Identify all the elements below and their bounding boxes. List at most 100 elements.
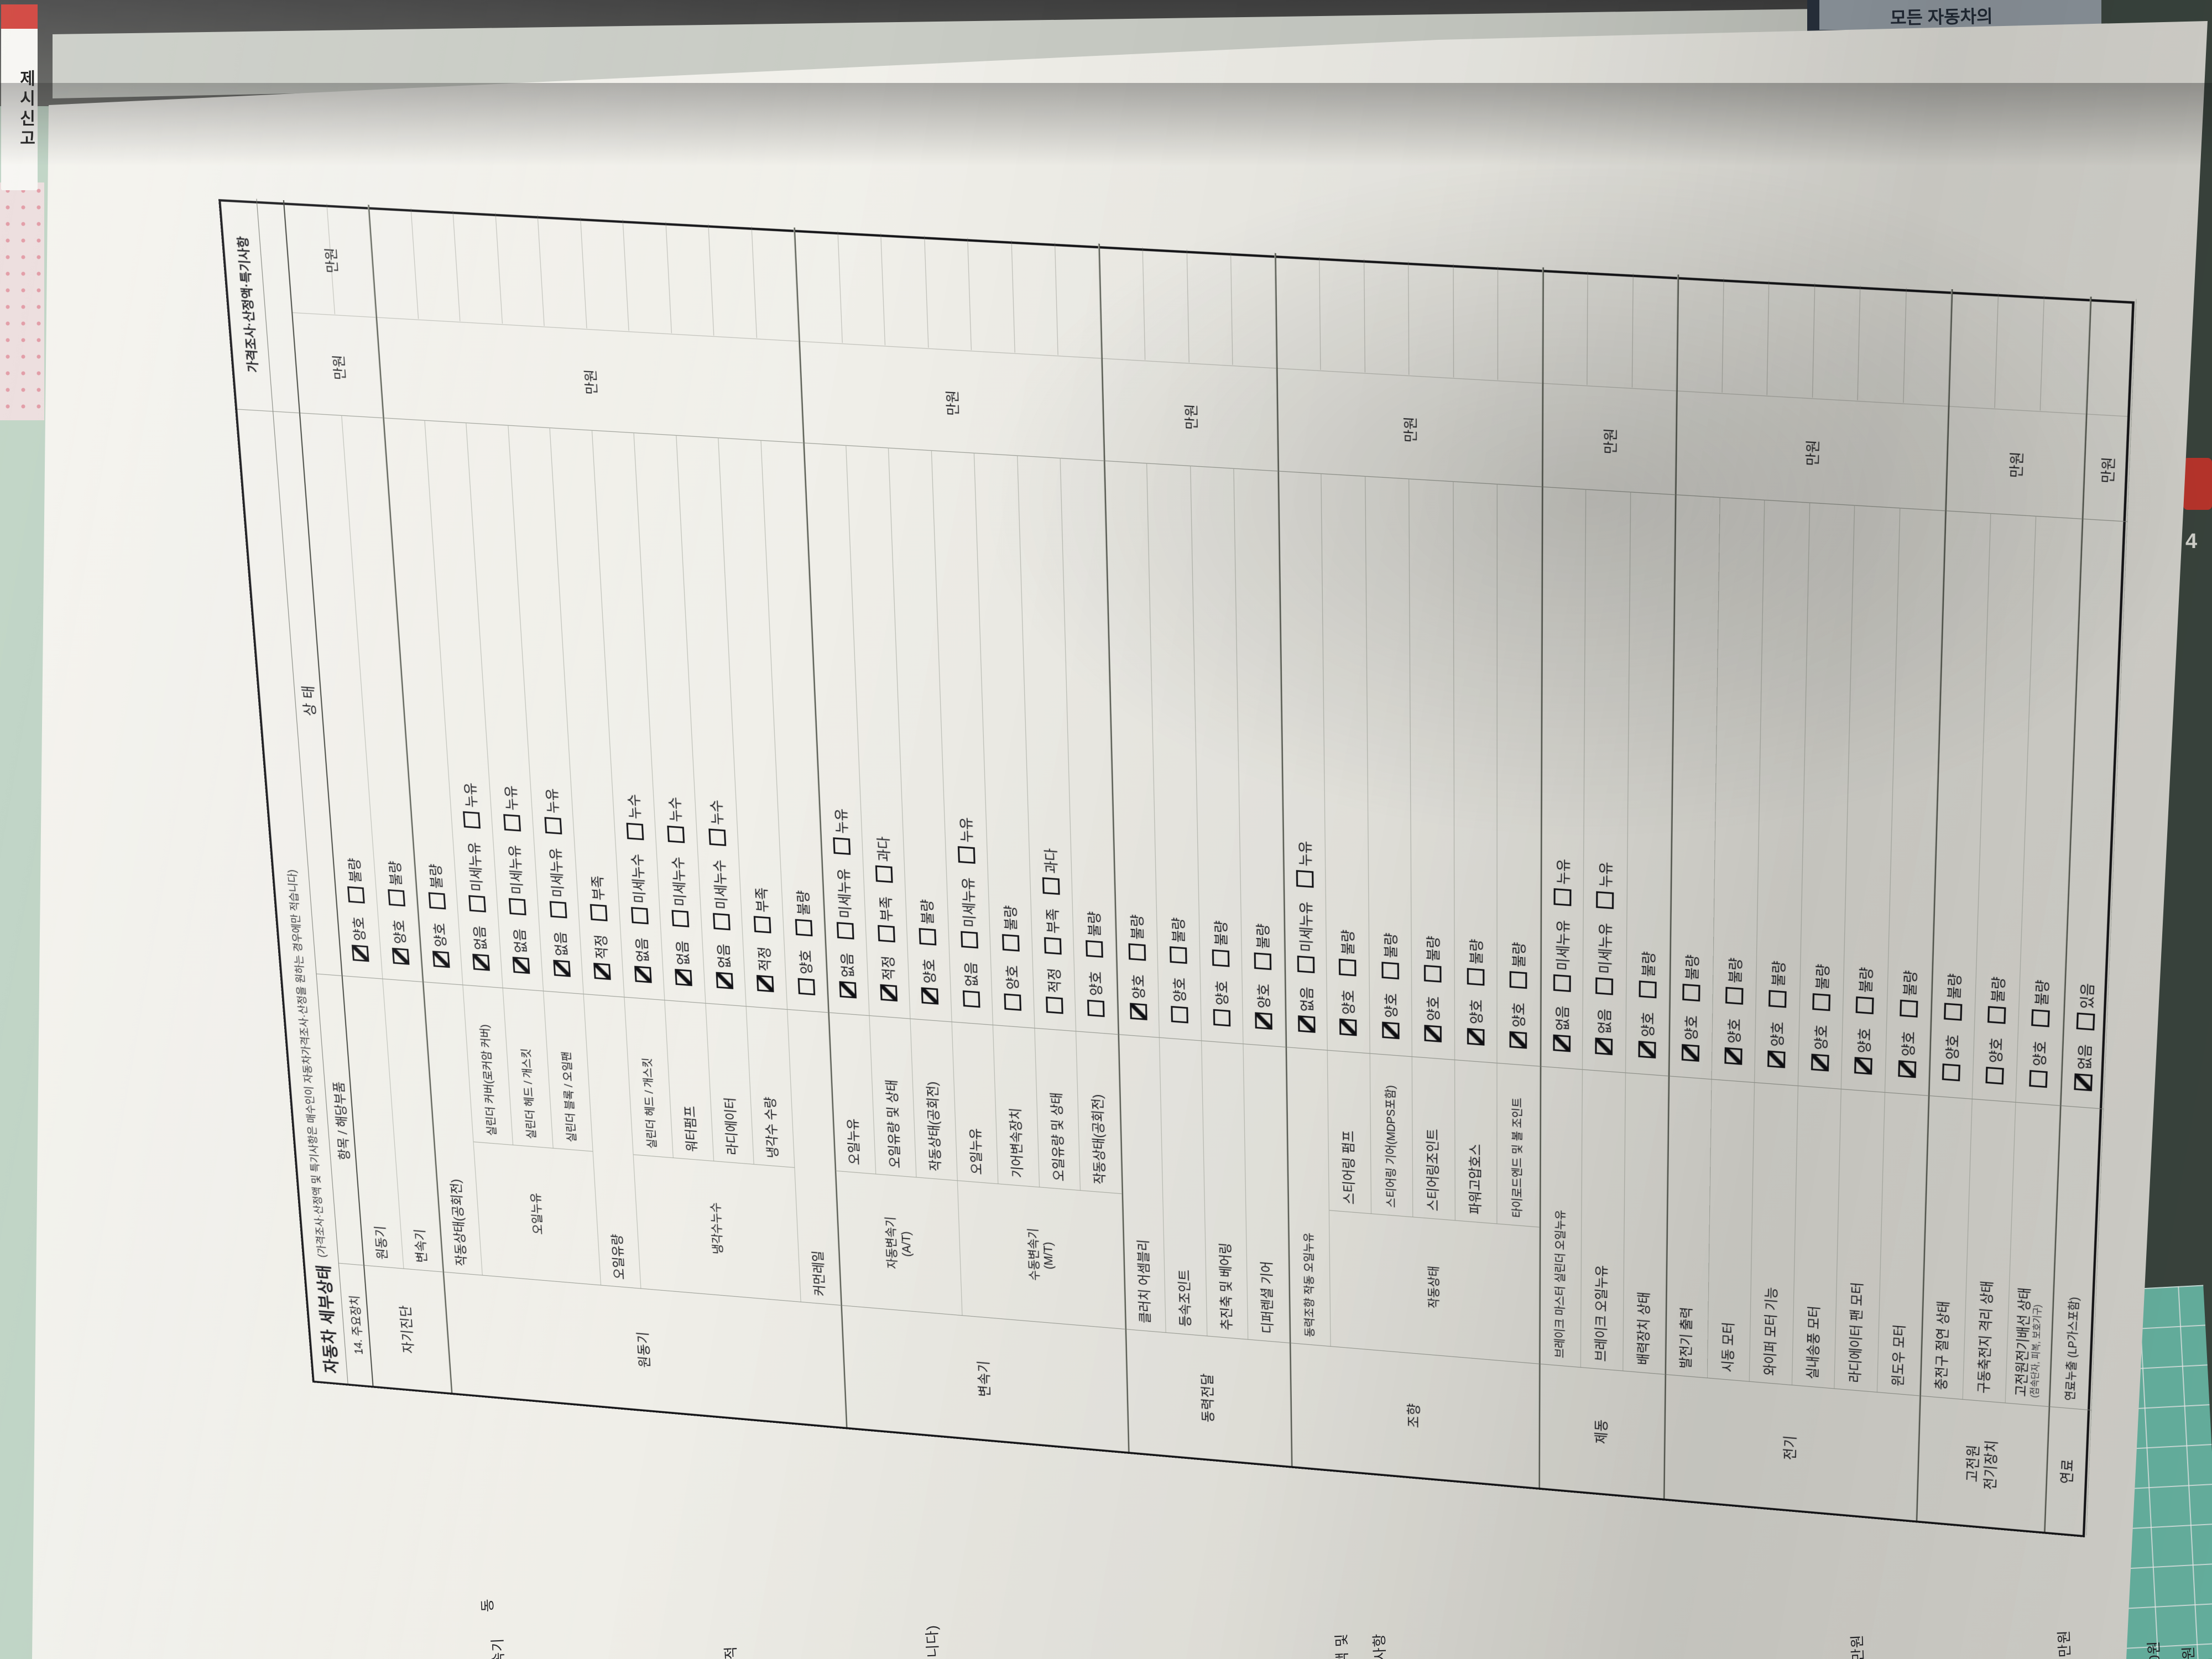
item-cell: 발전기 출력 <box>1665 1076 1712 1378</box>
checkbox-empty <box>1509 971 1527 989</box>
state-cell: 없음 미세누유 누유 <box>1582 489 1631 1073</box>
checkbox-empty <box>1045 997 1063 1014</box>
checkbox-checked <box>1724 1047 1743 1065</box>
checkbox-empty <box>1596 891 1614 909</box>
option-label: 양호 <box>921 958 939 984</box>
option-label: 불량 <box>1814 963 1832 990</box>
option-적정: 적정 <box>877 955 899 1002</box>
item-label: 오일누유 <box>968 1127 985 1176</box>
state-cell: 없음 미세누유 누유 <box>1277 471 1328 1050</box>
option-label: 불량 <box>1129 914 1146 941</box>
checkbox-empty <box>797 978 815 995</box>
checkbox-empty <box>875 865 893 883</box>
option-label: 양호 <box>1770 1021 1787 1048</box>
checkbox-empty <box>503 814 521 832</box>
option-label: 불량 <box>1640 951 1658 978</box>
option-미세누유: 미세누유 <box>1551 919 1573 992</box>
option-양호: 양호 <box>1338 989 1359 1036</box>
red-logo-mark <box>2183 458 2212 510</box>
option-label: 없음 <box>472 925 489 951</box>
option-부족: 부족 <box>1041 907 1063 955</box>
option-label: 불량 <box>919 899 937 925</box>
table-title: 자동차 세부상태 <box>314 1264 341 1374</box>
option-양호: 양호 <box>1380 992 1401 1040</box>
option-없음: 없음 <box>469 925 492 971</box>
checkbox-empty <box>1044 937 1062 955</box>
item-label: 작동상태(공회전) <box>448 1178 470 1267</box>
item-cell: 실내송풍 모터 <box>1792 1086 1841 1389</box>
option-없음: 없음 <box>960 961 982 1008</box>
checkbox-checked <box>675 969 693 987</box>
vehicle-detail-state-table: 자동차 세부상태 (가격조사·산정액 및 특기사항은 매수인이 자동차가격조사·… <box>218 197 2137 1537</box>
checkbox-empty <box>1212 949 1230 967</box>
item-label: 추진축 및 베어링 <box>1218 1242 1235 1331</box>
book-spine-title: 제시신고 <box>17 70 35 149</box>
checkbox-empty <box>1768 990 1787 1008</box>
checkbox-empty <box>1424 964 1442 983</box>
checkbox-empty <box>428 892 446 910</box>
item-cell: 기어변속장치 <box>993 1025 1040 1187</box>
option-불량: 불량 <box>1167 917 1189 964</box>
manwon-unit: 만원 <box>1183 403 1200 430</box>
option-없음: 없음 <box>509 928 532 974</box>
item-label: 스티어링 기어(MDPS포함) <box>1384 1084 1399 1208</box>
option-label: 누유 <box>1297 840 1314 867</box>
option-label: 없음 <box>552 931 570 957</box>
item-label: 실린더 커버(로커암 커버) <box>478 1024 499 1136</box>
checkbox-empty <box>387 889 405 907</box>
manwon-unit: 만원 <box>582 369 600 395</box>
checkbox-empty <box>1004 993 1022 1011</box>
checkbox-empty <box>833 837 851 855</box>
checkbox-empty <box>1254 952 1272 971</box>
option-미세누유: 미세누유 <box>545 847 569 919</box>
checkbox-checked <box>1509 1031 1527 1049</box>
option-label: 양호 <box>1214 980 1231 1006</box>
checkbox-checked <box>553 959 571 977</box>
item-label: 연료누출 (LP가스포함) <box>2064 1296 2081 1402</box>
checkbox-empty <box>2031 1009 2051 1027</box>
option-불량: 불량 <box>2030 979 2053 1027</box>
item-label: 원동기 <box>373 1225 390 1260</box>
option-불량: 불량 <box>1637 951 1658 999</box>
checkbox-checked <box>1297 1015 1316 1033</box>
item-cell: 브레이크 오일누유 <box>1580 1069 1626 1371</box>
state-cell: 없음 미세누유 누유 <box>1540 486 1587 1070</box>
option-누유: 누유 <box>955 816 977 864</box>
option-label: 부족 <box>590 875 607 901</box>
option-label: 양호 <box>1856 1027 1874 1054</box>
group-cell-제동: 제동 <box>1538 1363 1665 1499</box>
item-cell: 동력조향 작동 오일누유 <box>1285 1046 1331 1347</box>
checkbox-checked <box>432 951 450 968</box>
option-없음: 없음 <box>2072 1044 2095 1092</box>
item-label: 변속기 <box>413 1228 430 1264</box>
option-누유: 누유 <box>500 785 523 832</box>
item-label: 타이로드엔드 및 볼 조인트 <box>1511 1097 1525 1219</box>
checkbox-checked <box>1424 1025 1442 1042</box>
item-label: 오일누유 <box>846 1118 863 1166</box>
checkbox-empty <box>1553 974 1571 992</box>
checkbox-empty <box>754 916 771 933</box>
option-label: 적정 <box>593 934 611 960</box>
option-label: 누수 <box>626 793 644 820</box>
state-cell: 양호 불량 <box>1409 478 1455 1060</box>
text-fragment: 원 <box>2179 1645 2197 1659</box>
option-label: 불량 <box>1003 905 1020 931</box>
option-label: 누유 <box>462 782 480 808</box>
item-cell: 작동상태(공회전) <box>910 1018 958 1181</box>
option-label: 양호 <box>351 916 369 942</box>
checkbox-empty <box>1987 1006 2006 1024</box>
option-label: 없음 <box>716 943 733 969</box>
subgroup-cell: 수동변속기 (M/T) <box>957 1180 1125 1329</box>
item-label: 구동축전지 격리 상태 <box>1976 1280 1996 1395</box>
option-불량: 불량 <box>1811 963 1833 1011</box>
option-없음: 없음 <box>672 940 694 987</box>
option-label: 불량 <box>1213 920 1230 947</box>
option-누수: 누수 <box>623 793 645 841</box>
option-없음: 없음 <box>631 937 654 983</box>
item-label: 파워고압호스 <box>1468 1143 1484 1215</box>
group-cell-변속기: 변속기 <box>841 1305 1129 1452</box>
checkbox-empty <box>1595 977 1614 995</box>
option-label: 누유 <box>544 787 561 814</box>
checkbox-checked <box>1595 1037 1613 1056</box>
option-label: 양호 <box>391 919 409 945</box>
